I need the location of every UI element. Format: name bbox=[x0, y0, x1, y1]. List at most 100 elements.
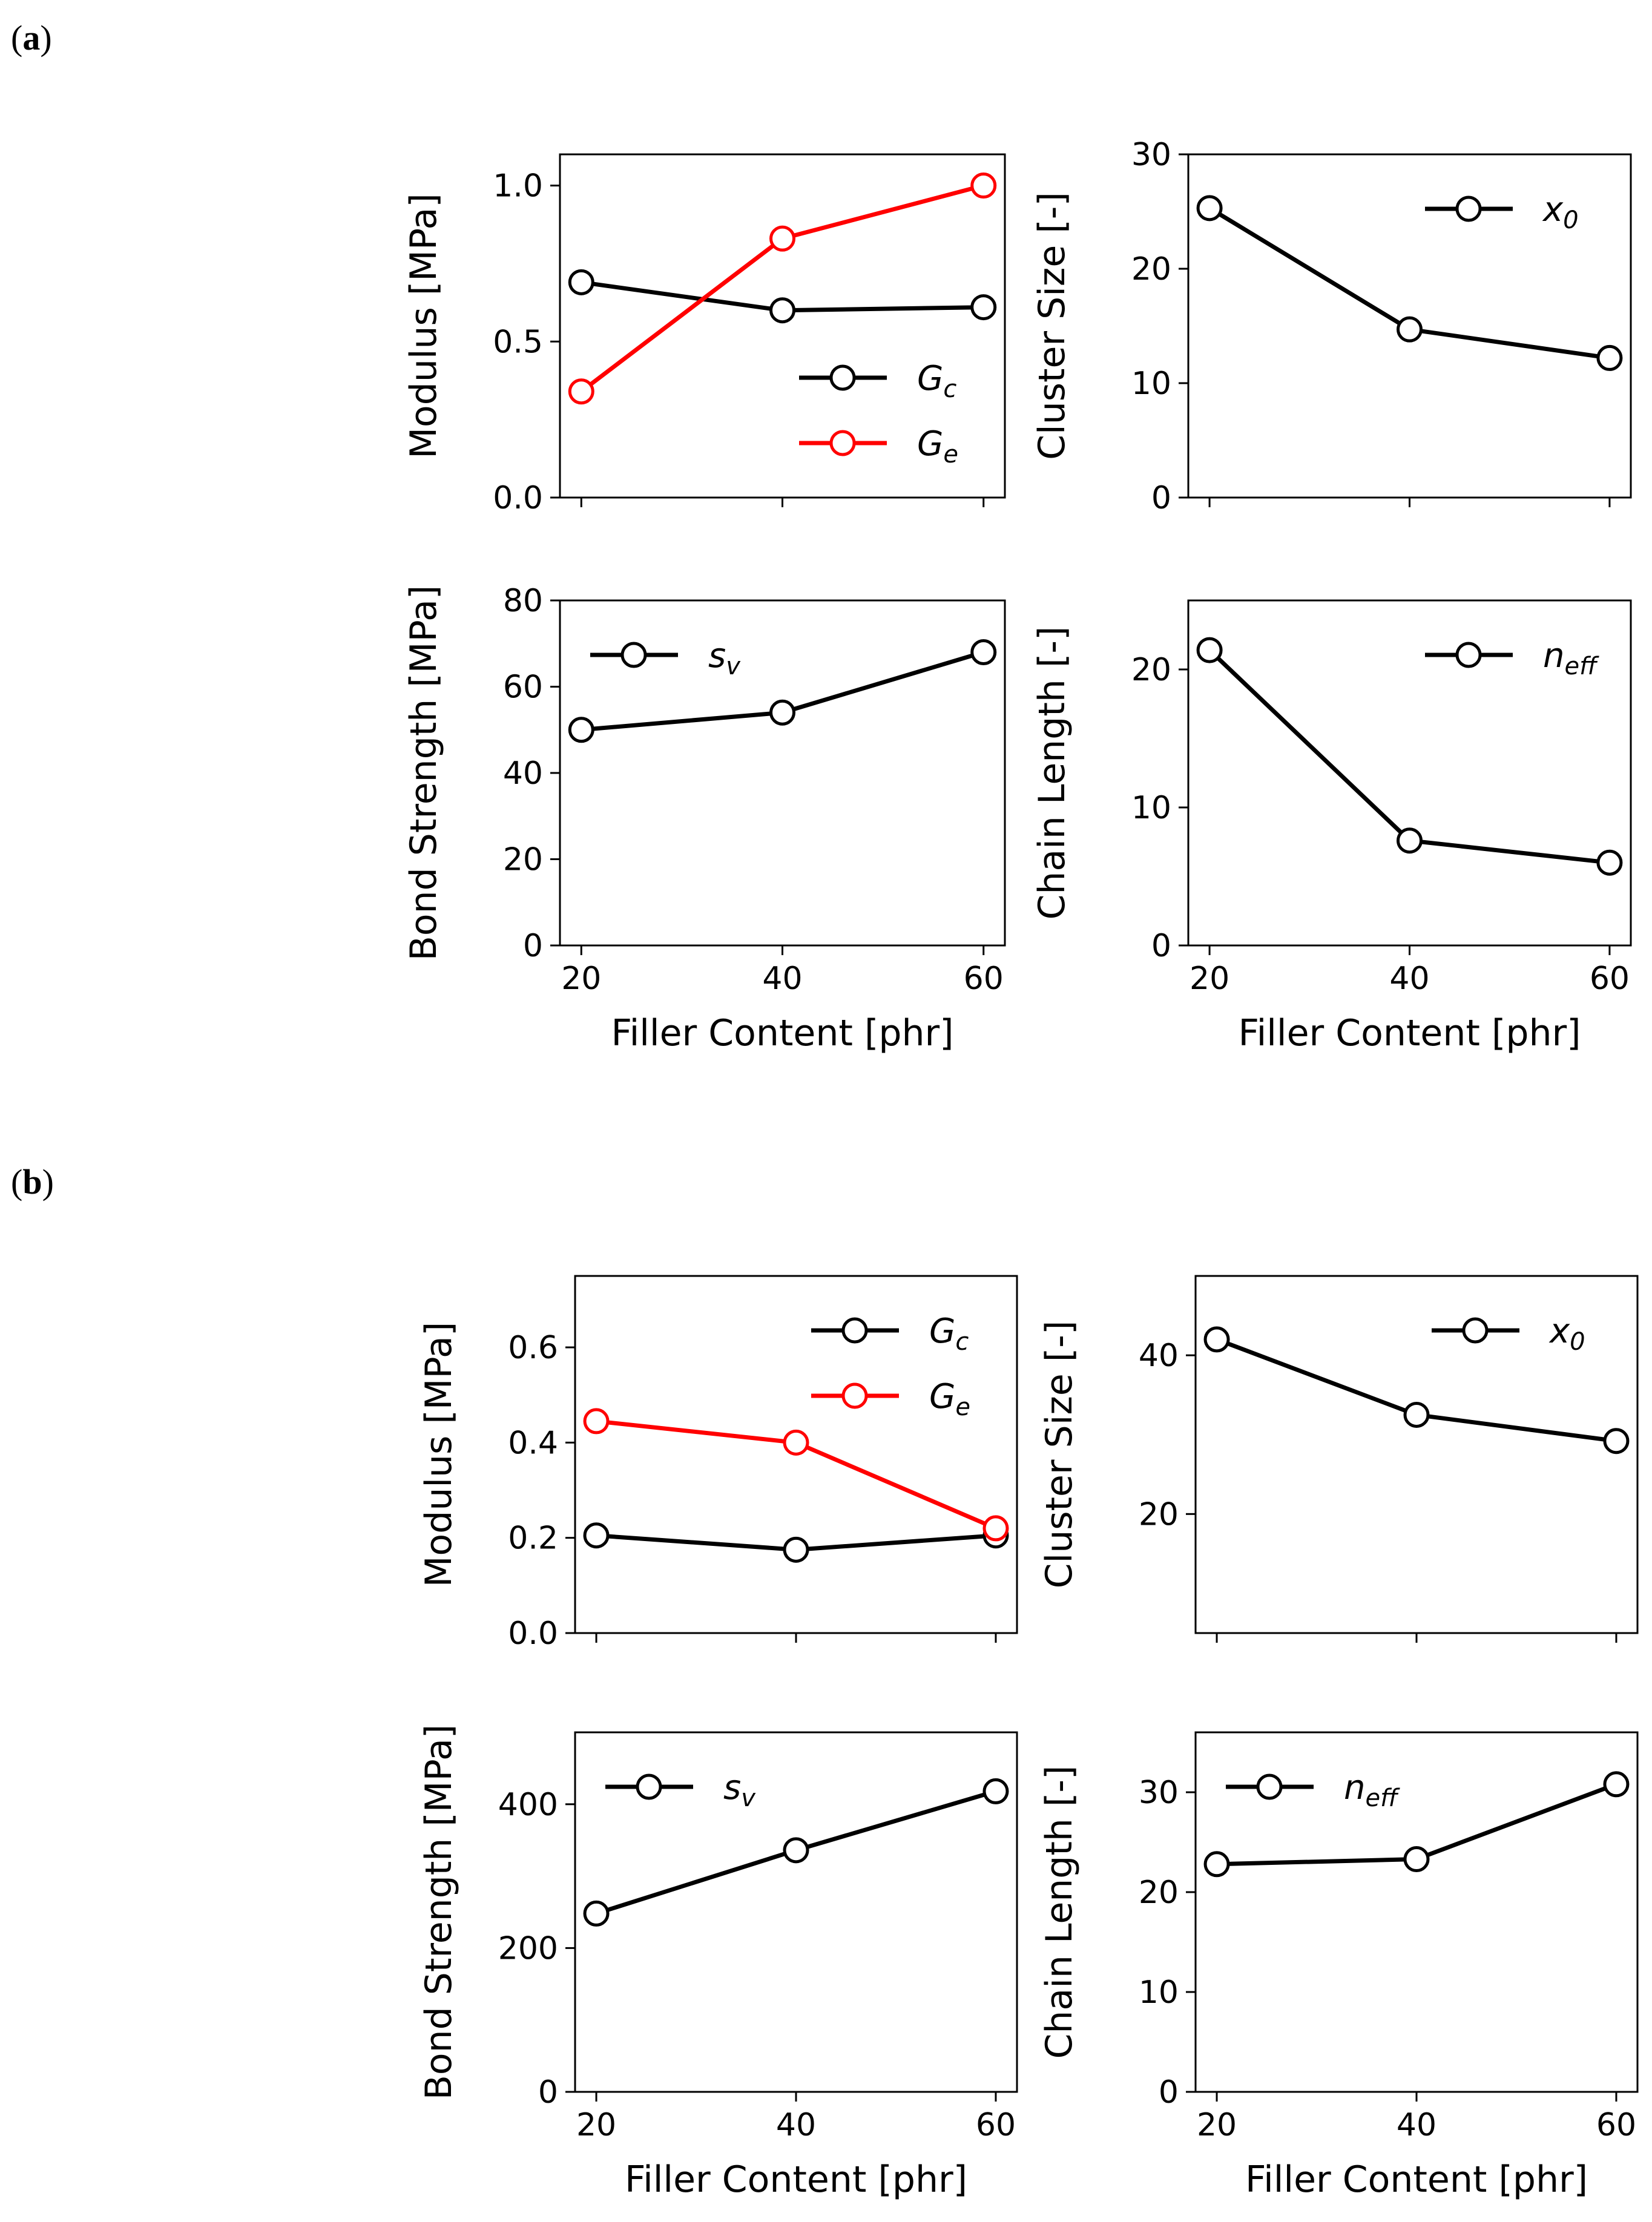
legend-label-x0: x0 bbox=[1542, 190, 1579, 234]
panel-label-b: (b) bbox=[11, 1162, 54, 1201]
x-tick-label: 60 bbox=[1590, 961, 1630, 997]
data-point-sv bbox=[568, 717, 594, 743]
x-tick-label: 60 bbox=[976, 2107, 1016, 2143]
legend-symbol: G bbox=[929, 1377, 955, 1416]
legend-marker-Ge bbox=[841, 1382, 868, 1409]
legend-subscript: c bbox=[955, 1328, 969, 1356]
legend-label-Gc: Gc bbox=[929, 1312, 969, 1356]
y-tick-label: 30 bbox=[1131, 137, 1171, 173]
legend-subscript: 0 bbox=[1570, 1328, 1585, 1356]
data-point-sv bbox=[970, 639, 997, 665]
x-tick-label: 60 bbox=[964, 961, 1004, 997]
y-axis-label: Modulus [MPa] bbox=[403, 193, 445, 458]
y-axis-label: Bond Strength [MPa] bbox=[403, 585, 445, 961]
y-tick-label: 40 bbox=[503, 755, 543, 792]
y-tick-label: 30 bbox=[1139, 1775, 1179, 1811]
legend-symbol: x bbox=[1548, 1312, 1570, 1351]
data-point-neff bbox=[1397, 827, 1423, 854]
panel-letter-b: b bbox=[22, 1162, 42, 1201]
y-tick-label: 10 bbox=[1131, 790, 1171, 826]
data-point-Ge bbox=[568, 378, 594, 405]
x-tick-label: 20 bbox=[576, 2107, 616, 2143]
x-tick-label: 20 bbox=[561, 961, 601, 997]
chart-b-top-right: 20 40 Cluster Size [-] x0 bbox=[1038, 1275, 1639, 1643]
y-tick-label: 10 bbox=[1131, 366, 1171, 402]
x-tick-label: 40 bbox=[762, 961, 802, 997]
data-point-Gc bbox=[568, 269, 594, 295]
panel-letter-a: a bbox=[22, 18, 40, 58]
x-tick-label: 40 bbox=[1389, 961, 1429, 997]
y-axis-label: Cluster Size [-] bbox=[1038, 1321, 1081, 1589]
x-tick-label: 40 bbox=[776, 2107, 816, 2143]
legend-marker-x0 bbox=[1455, 196, 1482, 222]
legend-subscript: v bbox=[726, 652, 741, 680]
data-point-Ge bbox=[583, 1408, 610, 1435]
legend-symbol: x bbox=[1542, 190, 1564, 229]
y-tick-label: 20 bbox=[503, 842, 543, 878]
legend-label-neff: neff bbox=[1543, 636, 1599, 680]
plots-container: 0.0 0.5 1.0 Modulus [MPa] Gc Ge 0 10 20 30 Cluster… bbox=[403, 137, 1639, 2201]
data-point-Gc bbox=[970, 294, 997, 321]
y-axis-label: Cluster Size [-] bbox=[1031, 192, 1073, 460]
data-point-Gc bbox=[783, 1536, 809, 1563]
x-tick-label: 60 bbox=[1596, 2107, 1636, 2143]
legend-symbol: n bbox=[1543, 636, 1565, 675]
y-tick-label: 0.0 bbox=[508, 1616, 558, 1652]
data-point-sv bbox=[769, 699, 795, 726]
data-point-neff bbox=[1596, 849, 1623, 876]
legend-marker-sv bbox=[620, 642, 647, 668]
y-tick-label: 400 bbox=[498, 1787, 558, 1823]
legend-subscript: eff bbox=[1565, 652, 1600, 680]
legend-label-Gc: Gc bbox=[917, 359, 956, 403]
data-point-neff bbox=[1603, 1771, 1630, 1798]
panel-label-a: (a) bbox=[11, 18, 52, 58]
legend-subscript: v bbox=[741, 1784, 756, 1812]
legend-symbol: s bbox=[708, 636, 726, 675]
data-point-Ge bbox=[982, 1515, 1009, 1542]
data-point-sv bbox=[982, 1778, 1009, 1804]
legend-symbol: G bbox=[917, 359, 943, 398]
y-tick-label: 60 bbox=[503, 669, 543, 706]
y-axis-label: Chain Length [-] bbox=[1031, 626, 1073, 920]
data-point-sv bbox=[783, 1837, 809, 1864]
y-tick-label: 20 bbox=[1131, 652, 1171, 688]
data-point-sv bbox=[583, 1900, 610, 1927]
data-point-x0 bbox=[1196, 195, 1223, 222]
chart-a-bottom-left: 20 40 60 0 20 40 60 80 Bond Strength [MPa] Filler… bbox=[403, 583, 1006, 1054]
x-axis-label: Filler Content [phr] bbox=[1238, 1012, 1581, 1054]
y-tick-label: 0 bbox=[1151, 928, 1171, 964]
legend-label-Ge: Ge bbox=[917, 424, 958, 468]
x-axis-label: Filler Content [phr] bbox=[611, 1012, 953, 1054]
y-tick-label: 0.5 bbox=[493, 324, 543, 360]
y-axis-label: Modulus [MPa] bbox=[418, 1322, 460, 1587]
data-point-neff bbox=[1403, 1846, 1430, 1873]
data-point-x0 bbox=[1403, 1401, 1430, 1428]
legend-marker-Gc bbox=[829, 364, 856, 391]
y-tick-label: 1.0 bbox=[493, 168, 543, 205]
y-tick-label: 0.0 bbox=[493, 480, 543, 516]
y-tick-label: 0 bbox=[1151, 480, 1171, 516]
y-tick-label: 0 bbox=[538, 2074, 558, 2111]
y-axis-label: Bond Strength [MPa] bbox=[418, 1724, 460, 2100]
y-tick-label: 20 bbox=[1139, 1496, 1179, 1533]
legend-marker-neff bbox=[1256, 1773, 1283, 1800]
legend-label-Ge: Ge bbox=[929, 1377, 970, 1421]
data-point-Gc bbox=[583, 1522, 610, 1549]
y-tick-label: 0.6 bbox=[508, 1330, 558, 1366]
data-point-Ge bbox=[970, 173, 997, 199]
y-tick-label: 200 bbox=[498, 1930, 558, 1967]
y-tick-label: 0 bbox=[523, 928, 543, 964]
chart-b-bottom-right: 20 40 60 0 10 20 30 Chain Length [-] Filler Cont… bbox=[1038, 1731, 1639, 2201]
x-tick-label: 40 bbox=[1397, 2107, 1436, 2143]
data-point-Ge bbox=[769, 225, 795, 252]
data-point-Ge bbox=[783, 1429, 809, 1456]
legend-label-neff: neff bbox=[1344, 1768, 1400, 1812]
legend-marker-neff bbox=[1455, 642, 1482, 668]
y-tick-label: 80 bbox=[503, 583, 543, 619]
legend-symbol: G bbox=[917, 424, 943, 464]
y-axis-label: Chain Length [-] bbox=[1038, 1766, 1081, 2059]
chart-a-bottom-right: 20 40 60 0 10 20 Chain Length [-] Filler Conten… bbox=[1031, 599, 1632, 1054]
